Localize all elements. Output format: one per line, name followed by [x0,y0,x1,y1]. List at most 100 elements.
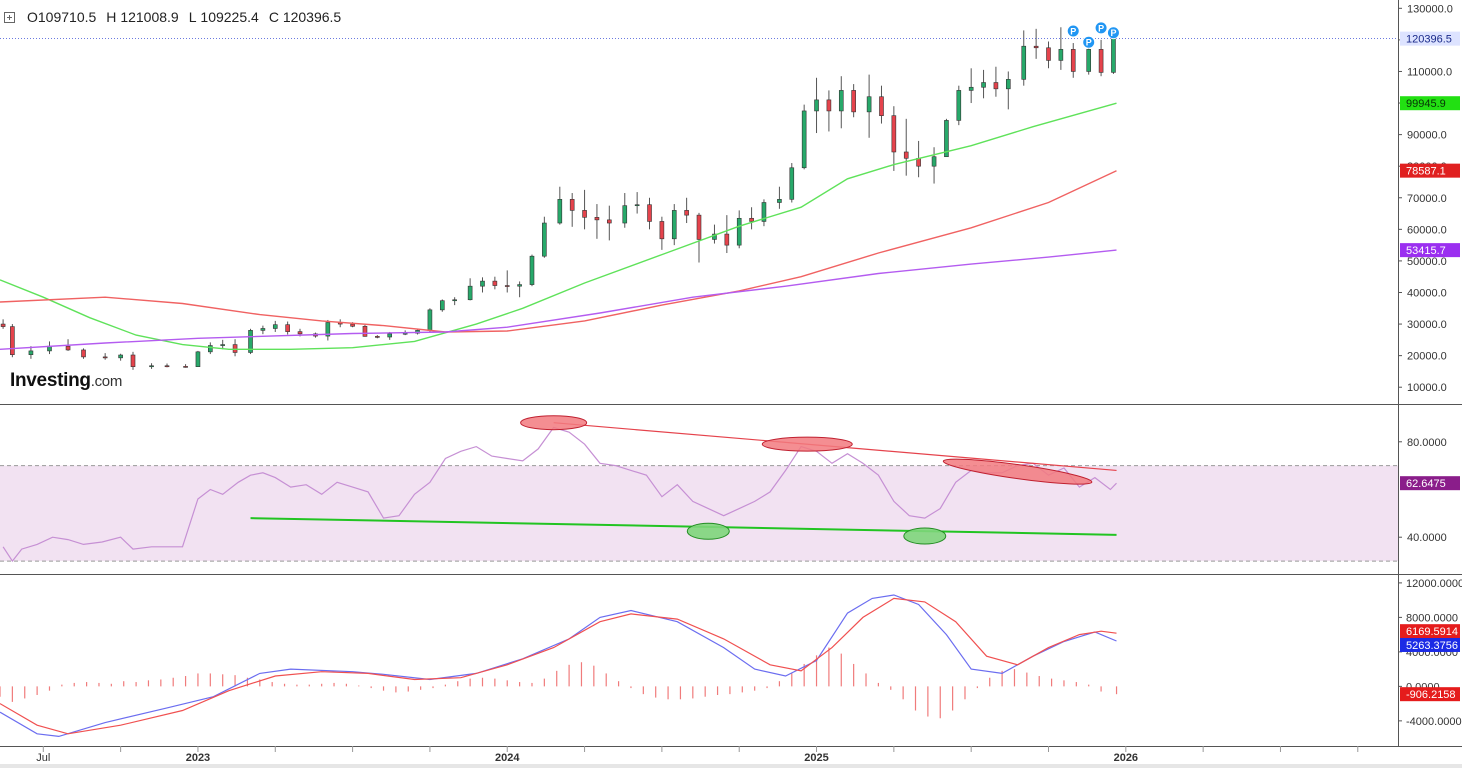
candle-body [65,345,71,351]
macd-axis-label: 12000.0000 [1406,578,1462,590]
close-label: C [268,9,279,25]
ohlc-close: C 120396.5 [269,9,341,25]
candle-body [130,354,136,367]
candle-body [504,285,510,287]
pivot-marker-label: P [1086,38,1092,48]
candle-body [208,345,213,353]
candle-body [28,350,34,355]
bottom-scrollbar[interactable] [0,764,1462,768]
candle-body [285,324,290,332]
candle-body [1046,47,1051,61]
candle-body [931,156,937,167]
low-label: L [188,9,197,25]
rsi-axis-label: 40.0000 [1407,532,1447,544]
pivot-marker[interactable] [1094,21,1108,35]
candle-body [387,333,393,338]
candle-body [1086,49,1092,72]
price-pane[interactable]: PPP P [0,21,1398,370]
rsi-value-tag: 62.6475 [1406,478,1446,490]
moving-average-tag-2-bg [1400,163,1460,178]
candle-body [1070,49,1076,72]
price-axis-label: 30000.0 [1407,319,1447,331]
x-axis-label: 2026 [1114,752,1138,764]
ohlc-high: H 121008.9 [106,9,178,25]
price-tags-layer: 120396.5 99945.9 78587.1 53415.7 62.6475 6169… [1400,31,1460,702]
rsi-trough-highlight[interactable] [903,527,947,545]
candle-body [149,365,154,368]
candle-body [529,255,535,285]
candle-body [232,344,238,353]
price-axis-label: 70000.0 [1407,193,1447,205]
ohlc-header: O109710.5 H 121008.9 L 109225.4 C 120396… [4,9,341,25]
rsi-peak-highlight[interactable] [520,415,588,431]
rsi-trough-highlight[interactable] [686,522,730,540]
candle-body [594,217,600,221]
pivot-marker-label: P [1070,27,1076,37]
candle-body [696,214,702,240]
pivot-marker[interactable] [1106,26,1120,40]
rsi-support-trendline[interactable] [250,517,1117,536]
candle-body [981,82,986,88]
rsi-peak-highlight[interactable] [942,454,1093,489]
candle-body [102,356,108,359]
pivot-marker[interactable] [1066,24,1080,38]
price-axis-label: 90000.0 [1407,130,1447,142]
candle-body [439,300,445,311]
candle-body [118,354,123,359]
x-axis-label: 2023 [186,752,210,764]
candle-body [248,330,253,353]
rsi-pane[interactable] [0,415,1398,563]
macd-signal-tag: 6169.5914 [1406,626,1458,638]
candle-body [427,309,433,331]
candle-body [647,204,652,222]
candle-body [1005,79,1011,90]
macd-line [0,594,1117,738]
candle-body [325,322,331,337]
low-value: 109225.4 [200,9,259,25]
candle-body [1098,49,1104,73]
candle-body [195,351,201,367]
rsi-band [0,465,1398,562]
candle-body [736,217,742,246]
candle-body [220,344,225,346]
x-axis-label: Jul [36,752,50,764]
candle-body [582,210,587,218]
last-price-tag-bg [1400,31,1460,46]
candle-body [993,82,999,90]
candle-body [684,210,689,216]
moving-average-line-3 [0,249,1117,350]
candle-body [879,96,884,116]
candle-body [724,233,730,246]
candle-body [297,331,303,335]
moving-average-line-2 [0,170,1117,333]
candle-body [851,90,856,113]
candle-body [866,96,872,113]
moving-average-tag-2: 78587.1 [1406,166,1446,178]
candle-body [1033,45,1039,49]
candle-body [517,284,522,287]
candle-body [956,90,962,121]
x-axis-label: 2025 [804,752,828,764]
candle-body [789,167,795,200]
macd-axis-label: 8000.0000 [1406,612,1458,624]
moving-average-tag-1-bg [1400,96,1460,111]
expand-icon[interactable] [4,11,15,23]
candle-body [891,115,897,153]
macd-line-tag-bg [1400,637,1460,652]
candle-body [1058,49,1064,61]
macd-histogram-tag: -906.2158 [1406,689,1456,701]
pivot-marker[interactable] [1082,35,1096,49]
macd-signal-line [0,597,1117,735]
candle-body [183,366,188,368]
rsi-axis-label: 80.0000 [1407,437,1447,449]
candle-body [607,219,612,224]
price-axis-label: 20000.0 [1407,351,1447,363]
macd-line-tag: 5263.3756 [1406,640,1458,652]
price-axis-label: 10000.0 [1407,382,1447,394]
rsi-peak-highlight[interactable] [761,436,853,452]
macd-pane[interactable] [0,594,1118,738]
candle-body [350,323,355,327]
candle-body [634,204,640,207]
close-value: 120396.5 [282,9,342,25]
